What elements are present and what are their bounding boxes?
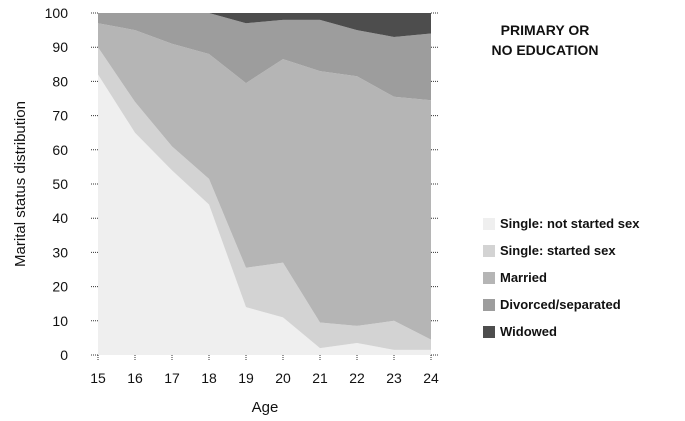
legend-label: Married (500, 270, 547, 285)
chart-title: PRIMARY OR NO EDUCATION (470, 20, 620, 60)
area-divorced-separated (98, 13, 431, 101)
y-tick-label: 50 (52, 176, 68, 192)
x-tick-label: 22 (349, 370, 365, 386)
legend-swatch (483, 218, 495, 230)
y-tick-label: 30 (52, 244, 68, 260)
y-axis-title: Marital status distribution (12, 101, 29, 267)
chart-title-line-1: PRIMARY OR (500, 22, 590, 38)
chart-title-line-2: NO EDUCATION (491, 42, 599, 58)
legend-label: Widowed (500, 324, 557, 339)
y-tick-label: 70 (52, 108, 68, 124)
legend-label: Single: not started sex (500, 216, 640, 231)
x-tick-label: 20 (275, 370, 291, 386)
area-single-not-started-sex (98, 74, 431, 355)
area-widowed (98, 13, 431, 37)
x-axis: 15 16 17 18 19 20 21 22 23 24 (90, 355, 439, 386)
legend-label: Single: started sex (500, 243, 616, 258)
legend-swatch (483, 245, 495, 257)
x-tick-label: 21 (312, 370, 328, 386)
x-tick-label: 18 (201, 370, 217, 386)
x-tick-label: 24 (423, 370, 439, 386)
legend-swatch (483, 272, 495, 284)
x-axis-title: Age (252, 399, 279, 416)
area-single-started-sex (98, 47, 431, 350)
y-tick-label: 60 (52, 142, 68, 158)
area-series-group (98, 13, 431, 355)
y-tick-label: 20 (52, 279, 68, 295)
y-tick-label: 90 (52, 39, 68, 55)
y-tick-label: 0 (60, 347, 68, 363)
y-tick-label: 40 (52, 210, 68, 226)
x-tick-label: 23 (386, 370, 402, 386)
legend-swatch (483, 326, 495, 338)
legend-swatch (483, 299, 495, 311)
y-tick-label: 80 (52, 73, 68, 89)
y-tick-label: 10 (52, 313, 68, 329)
x-tick-label: 19 (238, 370, 254, 386)
y-tick-label: 100 (45, 5, 69, 21)
x-tick-label: 16 (127, 370, 143, 386)
y-axis: 0 10 20 30 40 50 60 70 80 90 100 (45, 5, 438, 363)
legend-label: Divorced/separated (500, 297, 621, 312)
x-tick-label: 17 (164, 370, 180, 386)
x-tick-label: 15 (90, 370, 106, 386)
area-married (98, 23, 431, 340)
